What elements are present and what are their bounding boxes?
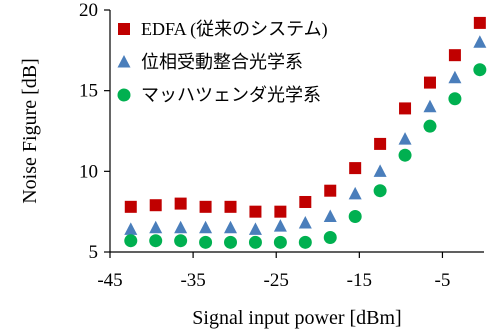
x-tick-label: -5 xyxy=(435,270,451,291)
x-tick-label: -25 xyxy=(264,270,289,291)
data-point xyxy=(473,63,487,77)
data-point xyxy=(224,220,238,234)
data-point xyxy=(199,200,212,213)
data-point xyxy=(298,235,312,249)
data-point xyxy=(373,164,387,177)
legend-marker xyxy=(117,88,131,102)
data-point xyxy=(273,235,287,249)
legend-entry: 位相受動整合光学系 xyxy=(141,52,303,72)
data-point xyxy=(423,99,437,113)
data-point xyxy=(423,76,436,89)
data-point xyxy=(298,215,312,229)
x-tick-label: -15 xyxy=(347,270,372,291)
data-point xyxy=(448,92,462,106)
data-point xyxy=(124,200,137,213)
data-point xyxy=(224,200,237,213)
data-point xyxy=(248,235,262,249)
data-point xyxy=(174,234,188,248)
data-point xyxy=(348,186,362,200)
data-point xyxy=(249,205,262,218)
data-point xyxy=(448,49,461,62)
legend-entry: マッハツェンダ光学系 xyxy=(141,85,321,105)
data-point xyxy=(398,132,412,145)
data-point xyxy=(174,197,187,210)
x-tick-label: -35 xyxy=(180,270,205,291)
plot-area xyxy=(109,10,484,253)
data-point xyxy=(448,70,462,84)
legend-marker xyxy=(118,23,130,35)
data-point xyxy=(398,148,412,162)
data-point xyxy=(323,209,337,223)
x-axis-label: Signal input power [dBm] xyxy=(192,307,401,329)
data-point xyxy=(299,195,312,208)
legend-marker xyxy=(117,55,131,68)
data-point xyxy=(423,119,437,133)
y-tick-label: 20 xyxy=(79,0,98,21)
data-point xyxy=(323,230,337,244)
data-point xyxy=(149,234,163,248)
y-tick-label: 10 xyxy=(79,161,98,182)
data-point xyxy=(149,199,162,212)
axis-ticks: 5 10 15 20 -45 -35 -25 -15 -5 xyxy=(79,0,450,291)
series-1 xyxy=(124,16,486,218)
legend-entry: EDFA (従来のシステム) xyxy=(141,19,328,40)
series-2 xyxy=(124,35,487,235)
data-point xyxy=(124,222,138,235)
data-point xyxy=(149,220,163,234)
data-point xyxy=(348,210,362,224)
y-tick-label: 5 xyxy=(89,242,99,263)
data-point xyxy=(273,219,287,232)
data-point xyxy=(248,222,262,235)
data-point xyxy=(399,102,412,115)
data-point xyxy=(373,184,387,198)
data-point xyxy=(199,235,213,249)
data-point xyxy=(274,205,287,218)
data-point xyxy=(174,220,188,234)
data-point xyxy=(473,16,486,29)
data-point xyxy=(473,35,487,48)
data-point xyxy=(349,162,362,175)
y-axis-label: Noise Figure [dB] xyxy=(19,58,41,204)
data-points xyxy=(124,16,487,249)
series-3 xyxy=(124,63,487,249)
data-point xyxy=(324,184,337,197)
data-point xyxy=(224,235,238,249)
y-tick-label: 15 xyxy=(79,81,98,102)
data-point xyxy=(124,234,138,248)
data-point xyxy=(199,220,213,234)
x-tick-label: -45 xyxy=(97,270,122,291)
data-point xyxy=(374,137,387,150)
